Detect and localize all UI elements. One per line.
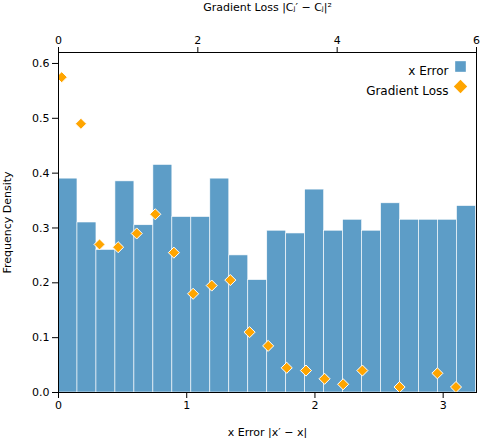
svg-text:2: 2	[194, 34, 201, 47]
svg-text:x Error |x′ − x|: x Error |x′ − x|	[228, 426, 307, 438]
svg-text:1: 1	[183, 399, 190, 412]
svg-text:Gradient Loss |Cⱼ′ − Cⱼ|²: Gradient Loss |Cⱼ′ − Cⱼ|²	[203, 1, 332, 14]
svg-text:0.0: 0.0	[32, 386, 50, 399]
svg-text:0: 0	[55, 34, 62, 47]
svg-text:0.2: 0.2	[32, 276, 50, 289]
svg-text:x Error: x Error	[408, 64, 448, 78]
svg-text:4: 4	[334, 34, 341, 47]
svg-text:0.1: 0.1	[32, 331, 50, 344]
svg-text:6: 6	[473, 34, 480, 47]
svg-text:0.3: 0.3	[32, 222, 50, 235]
svg-text:Frequency Density: Frequency Density	[1, 171, 14, 274]
svg-text:2: 2	[311, 399, 318, 412]
svg-text:0: 0	[55, 399, 62, 412]
svg-text:3: 3	[440, 399, 447, 412]
svg-text:Gradient Loss: Gradient Loss	[366, 84, 448, 98]
svg-text:0.6: 0.6	[32, 57, 50, 70]
svg-text:0.5: 0.5	[32, 112, 50, 125]
svg-text:0.4: 0.4	[32, 167, 50, 180]
